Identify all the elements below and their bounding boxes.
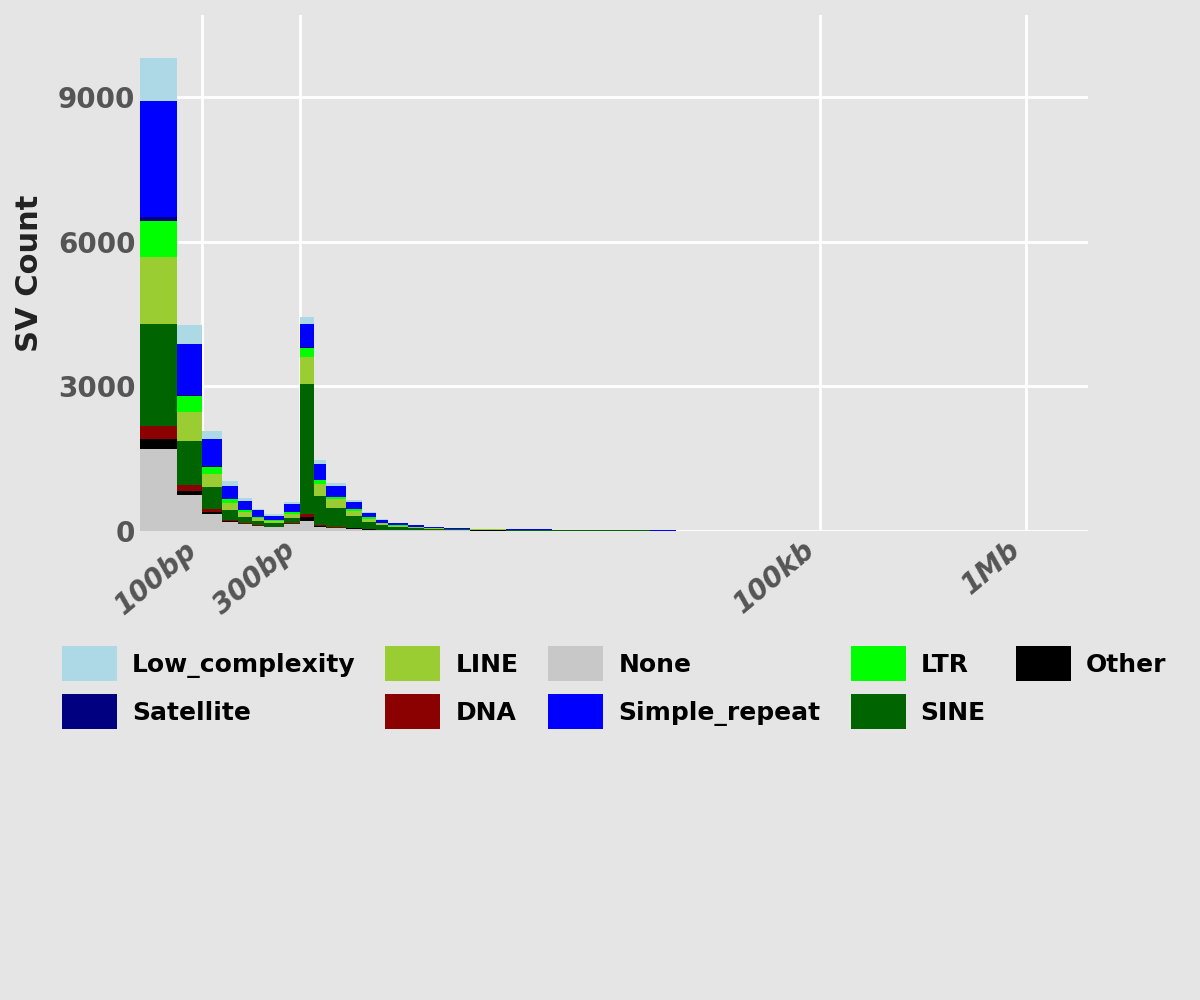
Bar <box>326 508 346 527</box>
Bar <box>377 520 388 523</box>
Bar <box>284 502 300 504</box>
Bar <box>284 518 300 523</box>
Bar <box>140 439 176 449</box>
Bar <box>140 449 176 531</box>
Bar <box>252 517 264 518</box>
Bar <box>140 324 176 426</box>
Bar <box>326 499 346 508</box>
Bar <box>140 426 176 439</box>
Bar <box>176 441 203 485</box>
Bar <box>252 526 264 531</box>
Bar <box>140 101 176 217</box>
Bar <box>239 501 252 510</box>
Bar <box>284 514 300 518</box>
Bar <box>203 467 222 474</box>
Bar <box>176 325 203 344</box>
Bar <box>264 521 284 523</box>
Bar <box>300 324 314 347</box>
Bar <box>176 495 203 531</box>
Bar <box>408 528 425 530</box>
Bar <box>252 510 264 517</box>
Bar <box>326 483 346 486</box>
Bar <box>239 512 252 517</box>
Bar <box>203 439 222 466</box>
Bar <box>326 486 346 497</box>
Bar <box>203 474 222 487</box>
Bar <box>203 509 222 512</box>
Bar <box>264 527 284 531</box>
Bar <box>203 512 222 514</box>
Bar <box>326 497 346 499</box>
Bar <box>222 510 239 520</box>
Bar <box>314 484 326 496</box>
Bar <box>314 460 326 464</box>
Bar <box>314 496 326 525</box>
Bar <box>284 504 300 512</box>
Bar <box>264 514 284 516</box>
Bar <box>264 516 284 520</box>
Bar <box>300 348 314 357</box>
Bar <box>140 257 176 324</box>
Bar <box>284 524 300 531</box>
Bar <box>377 523 388 525</box>
Bar <box>140 217 176 221</box>
Bar <box>239 517 252 523</box>
Bar <box>300 357 314 384</box>
Bar <box>239 510 252 512</box>
Bar <box>176 395 203 396</box>
Bar <box>425 529 444 530</box>
Bar <box>362 522 377 529</box>
Bar <box>252 509 264 510</box>
Bar <box>314 480 326 484</box>
Bar <box>222 486 239 499</box>
Bar <box>222 522 239 531</box>
Bar <box>222 503 239 510</box>
Bar <box>140 221 176 257</box>
Bar <box>252 518 264 521</box>
Bar <box>346 509 362 511</box>
Bar <box>176 344 203 395</box>
Bar <box>388 526 408 527</box>
Y-axis label: SV Count: SV Count <box>14 194 44 352</box>
Bar <box>314 527 326 531</box>
Bar <box>300 317 314 324</box>
Bar <box>222 481 239 486</box>
Bar <box>252 521 264 525</box>
Bar <box>264 523 284 527</box>
Bar <box>388 527 408 530</box>
Bar <box>239 498 252 501</box>
Bar <box>140 58 176 101</box>
Bar <box>388 523 408 525</box>
Bar <box>408 527 425 528</box>
Bar <box>346 529 362 531</box>
Bar <box>176 412 203 441</box>
Bar <box>300 384 314 514</box>
Bar <box>326 528 346 531</box>
Bar <box>346 516 362 528</box>
Bar <box>362 513 377 517</box>
Bar <box>176 485 203 491</box>
Bar <box>176 491 203 495</box>
Legend: Low_complexity, Satellite, LINE, DNA, None, Simple_repeat, LTR, SINE, Other: Low_complexity, Satellite, LINE, DNA, No… <box>52 636 1176 739</box>
Bar <box>300 517 314 521</box>
Bar <box>284 512 300 514</box>
Bar <box>362 519 377 522</box>
Bar <box>362 517 377 519</box>
Bar <box>203 431 222 439</box>
Bar <box>300 521 314 531</box>
Bar <box>346 502 362 509</box>
Bar <box>300 514 314 517</box>
Bar <box>408 525 425 527</box>
Bar <box>346 500 362 502</box>
Bar <box>346 511 362 516</box>
Bar <box>203 514 222 531</box>
Bar <box>314 464 326 480</box>
Bar <box>222 499 239 503</box>
Bar <box>222 520 239 521</box>
Bar <box>377 525 388 530</box>
Bar <box>176 396 203 412</box>
Bar <box>239 524 252 531</box>
Bar <box>362 512 377 513</box>
Bar <box>203 487 222 509</box>
